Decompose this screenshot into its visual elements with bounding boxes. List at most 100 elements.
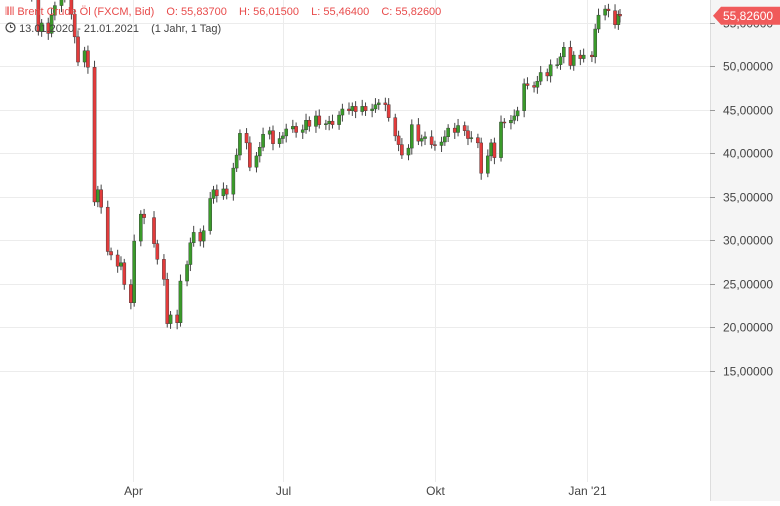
candle bbox=[548, 59, 553, 83]
candle bbox=[327, 115, 331, 131]
candle bbox=[254, 151, 259, 173]
candle bbox=[509, 115, 513, 130]
candle bbox=[376, 98, 381, 110]
candle-body bbox=[201, 230, 206, 242]
chart-range-info: 13.01.2020 - 21.01.2021 (1 Jahr, 1 Tag) bbox=[5, 22, 221, 35]
candle-body bbox=[72, 14, 77, 38]
candle-body bbox=[284, 128, 289, 137]
candle bbox=[49, 8, 54, 38]
candle bbox=[211, 185, 216, 204]
candle bbox=[307, 116, 312, 132]
candle bbox=[590, 51, 594, 63]
candle-body bbox=[122, 262, 127, 285]
candle bbox=[562, 42, 566, 64]
candle-body bbox=[76, 36, 80, 63]
candle bbox=[515, 106, 520, 122]
candle bbox=[109, 247, 113, 261]
candle bbox=[53, 1, 57, 21]
candle bbox=[581, 48, 586, 63]
candle-body bbox=[568, 47, 573, 66]
candle bbox=[178, 274, 183, 327]
candle bbox=[257, 142, 262, 163]
candle-body bbox=[224, 188, 229, 195]
candle-body bbox=[396, 135, 401, 145]
candle bbox=[314, 110, 318, 133]
candle bbox=[545, 68, 550, 82]
candle-body bbox=[191, 232, 196, 244]
candle-body bbox=[119, 262, 123, 267]
candle-body bbox=[99, 189, 103, 208]
candle-body bbox=[178, 280, 183, 323]
candle bbox=[568, 40, 573, 70]
candle-body bbox=[512, 115, 517, 121]
candle bbox=[555, 58, 560, 69]
x-tick-label: Okt bbox=[426, 484, 445, 498]
candle-body bbox=[433, 144, 437, 146]
candle bbox=[479, 137, 483, 180]
candle bbox=[59, 0, 64, 13]
candle bbox=[119, 256, 123, 271]
candle-body bbox=[92, 67, 97, 203]
y-tick-label: 45,00000 bbox=[723, 104, 773, 118]
candle-body bbox=[277, 138, 282, 144]
candle-body bbox=[330, 120, 335, 125]
candle-body bbox=[327, 120, 331, 124]
candle-body bbox=[165, 279, 170, 324]
candle bbox=[429, 130, 434, 149]
candle bbox=[39, 19, 44, 37]
candle bbox=[115, 249, 120, 273]
candle bbox=[433, 140, 437, 151]
candle-body bbox=[603, 8, 607, 16]
last-price-tag bbox=[713, 6, 780, 25]
candle bbox=[208, 191, 213, 235]
date-range: 13.01.2020 - 21.01.2021 bbox=[19, 23, 139, 35]
candle-body bbox=[109, 251, 113, 256]
candle bbox=[452, 122, 457, 139]
candle bbox=[36, 0, 41, 36]
candle-body bbox=[234, 154, 239, 169]
candle-body bbox=[466, 130, 470, 139]
candle-body bbox=[593, 28, 598, 58]
candle-body bbox=[261, 133, 265, 148]
candle-body bbox=[446, 127, 450, 137]
candle bbox=[393, 113, 398, 142]
candle bbox=[330, 114, 335, 129]
candle bbox=[492, 137, 497, 165]
candle-body bbox=[129, 284, 133, 303]
ohlc-open: O: 55,83700 bbox=[166, 6, 227, 18]
grid-lines bbox=[0, 0, 710, 482]
candle-body bbox=[462, 125, 467, 131]
candle-body bbox=[53, 5, 57, 16]
candle-body bbox=[509, 120, 513, 124]
candle-body bbox=[304, 120, 308, 131]
candle-body bbox=[132, 240, 136, 303]
candle-body bbox=[215, 189, 219, 197]
candle-body bbox=[155, 243, 160, 260]
candle-body bbox=[198, 232, 203, 242]
candle-icon: ⫴⫴ bbox=[5, 6, 15, 18]
candle bbox=[86, 45, 90, 74]
candle bbox=[82, 46, 87, 68]
candle bbox=[244, 128, 249, 150]
candle-body bbox=[300, 129, 305, 133]
candle-body bbox=[139, 213, 143, 242]
candle bbox=[175, 309, 179, 330]
candle bbox=[76, 30, 80, 66]
candle bbox=[284, 123, 289, 143]
candle bbox=[525, 77, 530, 90]
y-axis-panel bbox=[710, 0, 780, 501]
candle bbox=[224, 185, 229, 200]
candle-body bbox=[522, 83, 526, 111]
candle-body bbox=[393, 117, 398, 137]
y-tick-label: 35,00000 bbox=[723, 191, 773, 205]
candle bbox=[231, 162, 236, 201]
candle-body bbox=[386, 104, 391, 118]
candle-body bbox=[115, 254, 120, 267]
candle-body bbox=[257, 147, 262, 157]
candle bbox=[593, 23, 598, 64]
candle-body bbox=[499, 121, 503, 158]
last-price-label: 55,82600 bbox=[723, 9, 773, 23]
candle bbox=[596, 8, 601, 33]
